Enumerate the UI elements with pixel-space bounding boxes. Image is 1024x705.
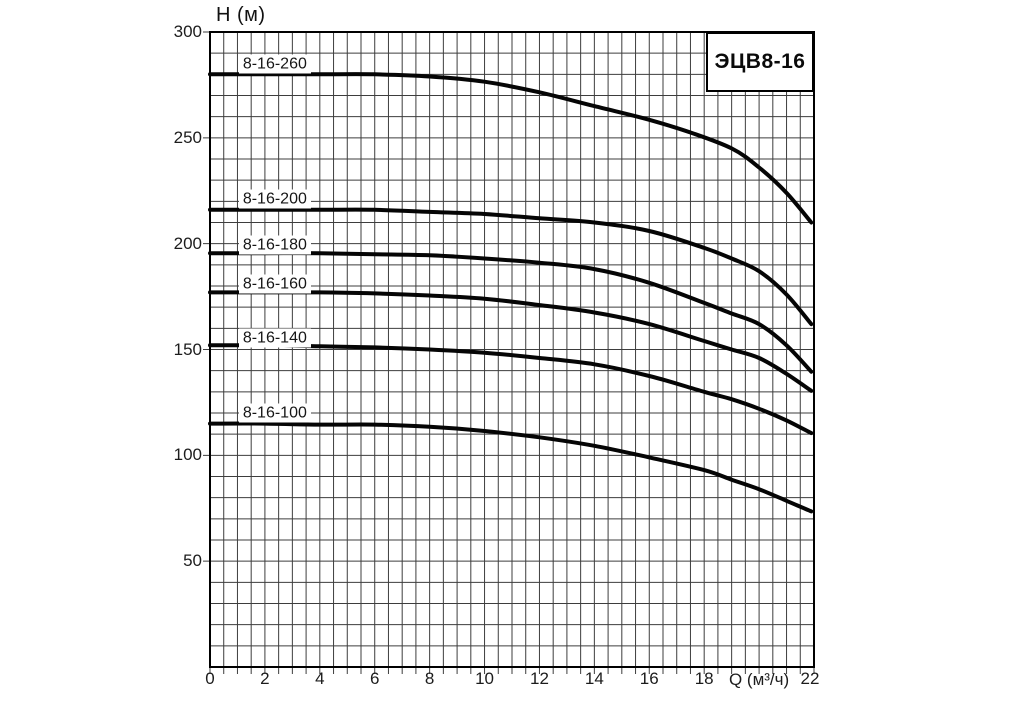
y-tick-label: 100 <box>173 445 202 465</box>
x-tick-label: 2 <box>260 669 270 688</box>
curve-8-16-160 <box>208 290 814 393</box>
curve-label: 8-16-200 <box>238 189 311 209</box>
y-tick-label: 200 <box>173 233 202 253</box>
x-tick-label: 4 <box>315 669 325 688</box>
pump-model-title: ЭЦВ8-16 <box>706 32 814 92</box>
plot-border <box>209 31 815 668</box>
y-tick-label: 150 <box>173 339 202 359</box>
x-tick-label: 8 <box>424 669 435 688</box>
x-tick-label: 14 <box>584 669 604 688</box>
curve-label: 8-16-180 <box>238 235 311 255</box>
curve-8-16-140 <box>208 343 814 436</box>
y-tick-label: 50 <box>183 551 202 571</box>
x-axis-title: Q (м³/ч) <box>728 670 790 689</box>
y-axis-title: H (м) <box>216 4 266 26</box>
x-tick-label: 6 <box>369 669 380 688</box>
curve-8-16-180 <box>208 251 814 374</box>
x-tick-label: 18 <box>694 669 714 688</box>
curve-label: 8-16-100 <box>238 403 311 423</box>
curve-label: 8-16-260 <box>238 54 311 74</box>
curve-label: 8-16-160 <box>238 274 311 294</box>
curve-8-16-200 <box>208 207 814 327</box>
y-tick-label: 300 <box>173 22 202 41</box>
x-tick-label: 22 <box>800 669 820 688</box>
x-tick-label: 16 <box>639 669 659 688</box>
x-tick-label: 12 <box>529 669 549 688</box>
curve-8-16-100 <box>208 421 814 514</box>
curve-label: 8-16-140 <box>238 328 311 348</box>
y-tick-label: 250 <box>173 127 202 147</box>
curve-8-16-260 <box>208 72 814 225</box>
x-tick-label: 0 <box>205 669 215 688</box>
x-tick-label: 10 <box>475 669 494 688</box>
